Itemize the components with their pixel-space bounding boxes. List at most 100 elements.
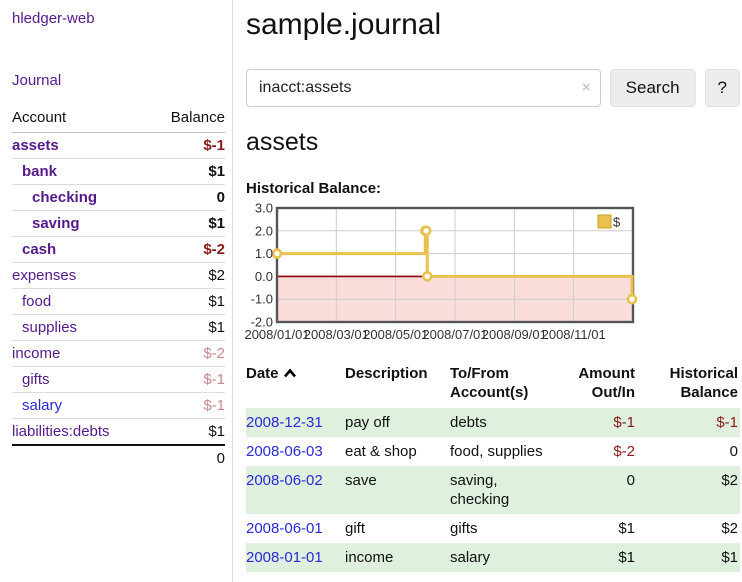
transaction-description: gift: [345, 520, 366, 537]
transaction-amount: $-1: [560, 408, 643, 437]
transaction-accounts: saving, checking: [450, 466, 560, 514]
account-link-liabilities-debts[interactable]: liabilities:debts: [12, 423, 110, 440]
account-link-expenses[interactable]: expenses: [12, 267, 77, 284]
transaction-row: 2008-06-03 eat & shop food, supplies $-2 0: [246, 437, 740, 466]
search-form: × Search ?: [246, 69, 740, 107]
account-row: cash $-2: [12, 236, 225, 263]
transaction-row: 2008-06-02 save saving, checking 0 $2: [246, 466, 740, 514]
accounts-table: Account Balance assets $-1 bank $1 checking 0…: [12, 106, 225, 471]
accounts-total-value: 0: [148, 444, 225, 471]
register-header-accounts: To/From Account(s): [450, 365, 529, 401]
accounts-header-account: Account: [12, 106, 149, 133]
transaction-description: income: [345, 543, 450, 572]
transaction-accounts: gifts: [450, 520, 478, 537]
account-row: assets $-1: [12, 132, 225, 159]
account-balance: $-1: [148, 392, 225, 419]
account-balance: $-1: [148, 366, 225, 393]
search-input[interactable]: [246, 69, 601, 107]
account-link-cash[interactable]: cash: [22, 241, 57, 258]
account-row: income $-2: [12, 340, 225, 367]
account-heading: assets: [246, 128, 319, 156]
svg-text:2008/03/01: 2008/03/01: [304, 327, 369, 342]
account-balance: $1: [148, 314, 225, 341]
transaction-date-link[interactable]: 2008-06-02: [246, 472, 323, 489]
account-row: bank $1: [12, 158, 225, 185]
transaction-balance: $2: [721, 520, 738, 537]
register-header-amount: Amount Out/In: [578, 365, 635, 401]
account-balance: $-2: [148, 236, 225, 263]
transaction-accounts: food, supplies: [450, 443, 543, 460]
transaction-accounts: debts: [450, 408, 560, 437]
transaction-balance: $2: [643, 466, 740, 514]
transaction-description: save: [345, 466, 450, 514]
svg-text:-2.0: -2.0: [251, 315, 273, 330]
svg-text:2008/09/01: 2008/09/01: [482, 327, 547, 342]
transaction-amount: $1: [560, 543, 643, 572]
main-content: sample.journal × Search ? assets Histori…: [244, 0, 740, 572]
account-balance: $-2: [148, 340, 225, 367]
sidebar: hledger-web Journal Account Balance asse…: [0, 0, 233, 582]
svg-text:3.0: 3.0: [255, 201, 273, 216]
account-link-supplies[interactable]: supplies: [22, 319, 78, 336]
svg-text:-1.0: -1.0: [251, 292, 273, 307]
transaction-row: 2008-06-01 gift gifts $1 $2: [246, 514, 740, 543]
page-title: sample.journal: [246, 8, 442, 41]
transaction-amount: $-2: [613, 443, 635, 460]
sidebar-item-journal[interactable]: Journal: [12, 72, 62, 89]
account-row: expenses $2: [12, 262, 225, 289]
register-table: Date Description To/From Account(s) Amount Ou…: [246, 360, 740, 572]
register-header-date[interactable]: Date: [246, 360, 345, 408]
sort-asc-icon: [283, 368, 296, 378]
svg-text:2008/07/01: 2008/07/01: [422, 327, 487, 342]
accounts-header-balance: Balance: [148, 106, 225, 133]
help-button[interactable]: ?: [704, 69, 740, 107]
account-row: checking 0: [12, 184, 225, 211]
clear-search-icon[interactable]: ×: [581, 79, 591, 96]
chart-title: Historical Balance:: [246, 180, 382, 197]
svg-text:$: $: [613, 215, 621, 230]
transaction-date-link[interactable]: 2008-12-31: [246, 414, 323, 431]
account-balance: $2: [148, 262, 225, 289]
transaction-row: 2008-01-01 income salary $1 $1: [246, 543, 740, 572]
transaction-amount: 0: [560, 466, 643, 514]
register-header-balance: Historical Balance: [669, 365, 738, 401]
svg-text:1.0: 1.0: [255, 246, 273, 261]
transaction-accounts: salary: [450, 543, 560, 572]
transaction-balance: $-1: [643, 408, 740, 437]
account-row: gifts $-1: [12, 366, 225, 393]
brand-link[interactable]: hledger-web: [12, 10, 95, 27]
account-link-bank[interactable]: bank: [22, 163, 58, 180]
account-link-salary[interactable]: salary: [22, 397, 63, 414]
account-link-income[interactable]: income: [12, 345, 61, 362]
account-balance: $1: [148, 158, 225, 185]
account-balance: $1: [148, 288, 225, 315]
account-balance: 0: [148, 184, 225, 211]
historical-balance-chart: $3.0 2.0 1.0 0.0 -1.0 -2.02008/01/012008/03/0…: [244, 201, 638, 342]
transaction-date-link[interactable]: 2008-01-01: [246, 549, 323, 566]
transaction-balance: $1: [643, 543, 740, 572]
transaction-description: pay off: [345, 408, 450, 437]
account-row: liabilities:debts $1: [12, 418, 225, 446]
transaction-date-link[interactable]: 2008-06-01: [246, 520, 323, 537]
transaction-balance: 0: [729, 443, 738, 460]
accounts-total-row: 0: [12, 444, 225, 471]
account-link-gifts[interactable]: gifts: [22, 371, 50, 388]
transaction-amount: $1: [618, 520, 635, 537]
svg-text:0.0: 0.0: [255, 269, 273, 284]
account-link-checking[interactable]: checking: [32, 189, 98, 206]
account-link-saving[interactable]: saving: [32, 215, 80, 232]
account-link-assets[interactable]: assets: [12, 137, 59, 154]
search-button[interactable]: Search: [609, 69, 696, 107]
svg-text:2008/11/01: 2008/11/01: [542, 327, 606, 342]
account-link-food[interactable]: food: [22, 293, 52, 310]
account-balance: $1: [148, 418, 225, 446]
transaction-description: eat & shop: [345, 443, 417, 460]
svg-text:2008/05/01: 2008/05/01: [363, 327, 428, 342]
account-balance: $-1: [148, 132, 225, 159]
svg-text:2008/01/01: 2008/01/01: [244, 327, 309, 342]
transaction-row: 2008-12-31 pay off debts $-1 $-1: [246, 408, 740, 437]
account-row: salary $-1: [12, 392, 225, 419]
account-row: saving $1: [12, 210, 225, 237]
register-header-description: Description: [345, 365, 428, 382]
transaction-date-link[interactable]: 2008-06-03: [246, 443, 323, 460]
